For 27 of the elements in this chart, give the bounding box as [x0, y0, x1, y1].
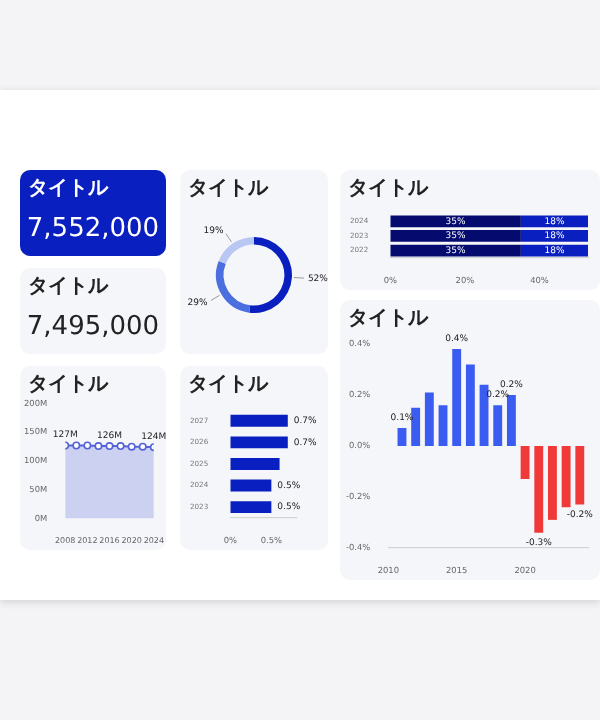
bar — [230, 479, 272, 492]
bar — [547, 445, 557, 520]
bar — [452, 349, 462, 446]
bar — [534, 445, 544, 533]
text: 7,495,000 — [24, 312, 162, 342]
bar — [411, 407, 421, 446]
bar — [493, 405, 503, 446]
chart-title: タイトル — [188, 372, 268, 398]
text: タイトル — [28, 274, 108, 300]
chart-title: タイトル — [28, 372, 108, 398]
bar — [230, 458, 280, 470]
bar — [230, 414, 288, 427]
bar — [465, 364, 475, 446]
bar — [230, 436, 288, 449]
bar — [397, 428, 407, 446]
bar — [438, 405, 448, 446]
bar — [230, 501, 272, 514]
bar — [520, 445, 530, 480]
bar — [506, 394, 516, 446]
chart-title: タイトル — [348, 176, 428, 202]
text: タイトル — [28, 176, 108, 202]
text: 7,552,000 — [24, 214, 162, 244]
chart-title: タイトル — [188, 176, 268, 202]
bar — [561, 445, 571, 508]
chart-title: タイトル — [348, 306, 428, 332]
bar — [424, 392, 434, 446]
bar — [575, 445, 585, 505]
